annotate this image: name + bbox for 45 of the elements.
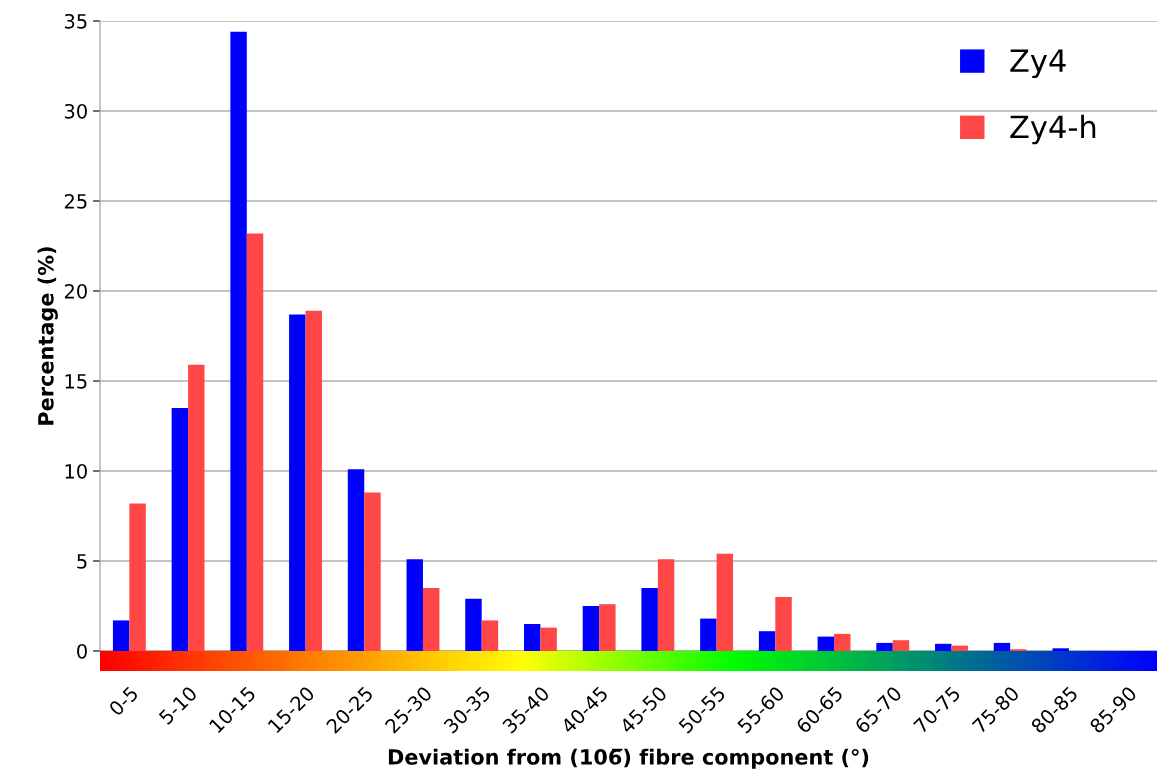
y-tick-label: 0 <box>77 643 87 659</box>
bar <box>347 469 365 651</box>
bar <box>422 588 440 651</box>
bar <box>465 598 482 651</box>
y-tick-label: 35 <box>64 13 87 29</box>
bar <box>700 618 717 651</box>
bar <box>112 620 130 651</box>
y-tick-label: 5 <box>77 554 87 569</box>
bar <box>716 553 734 651</box>
bar <box>540 627 557 651</box>
bar <box>171 408 189 651</box>
bar <box>935 643 952 651</box>
bar <box>993 642 1011 651</box>
bar <box>876 642 893 651</box>
bar <box>817 636 835 651</box>
bar <box>230 31 247 651</box>
legend-label: Zy4 <box>1010 49 1066 79</box>
bar <box>523 624 541 651</box>
bar <box>1052 648 1069 651</box>
bar <box>892 640 910 651</box>
y-tick-label: 30 <box>64 103 87 119</box>
bar <box>305 310 322 651</box>
bar <box>599 604 616 651</box>
bar <box>775 597 792 651</box>
x-axis-title: Deviation from (106̅) fibre component (°) <box>388 748 869 769</box>
bar <box>481 620 499 651</box>
y-tick-label: 20 <box>64 283 87 299</box>
y-tick-label: 10 <box>65 463 87 479</box>
y-axis-title: Percentage (%) <box>37 247 58 425</box>
bar <box>951 645 968 651</box>
bar <box>641 588 658 651</box>
legend-label: Zy4-h <box>1010 114 1096 145</box>
bar <box>289 314 306 651</box>
y-tick-label: 15 <box>65 374 87 389</box>
bar <box>582 606 600 651</box>
x-tick-label: 0-5 <box>108 685 139 717</box>
y-tick-label: 25 <box>64 193 87 209</box>
bar <box>758 631 776 651</box>
bar <box>657 559 675 651</box>
bar <box>834 633 851 651</box>
bar <box>364 492 381 651</box>
bar <box>188 364 205 651</box>
bar <box>246 233 264 651</box>
bar <box>406 559 423 651</box>
bar <box>129 503 146 651</box>
